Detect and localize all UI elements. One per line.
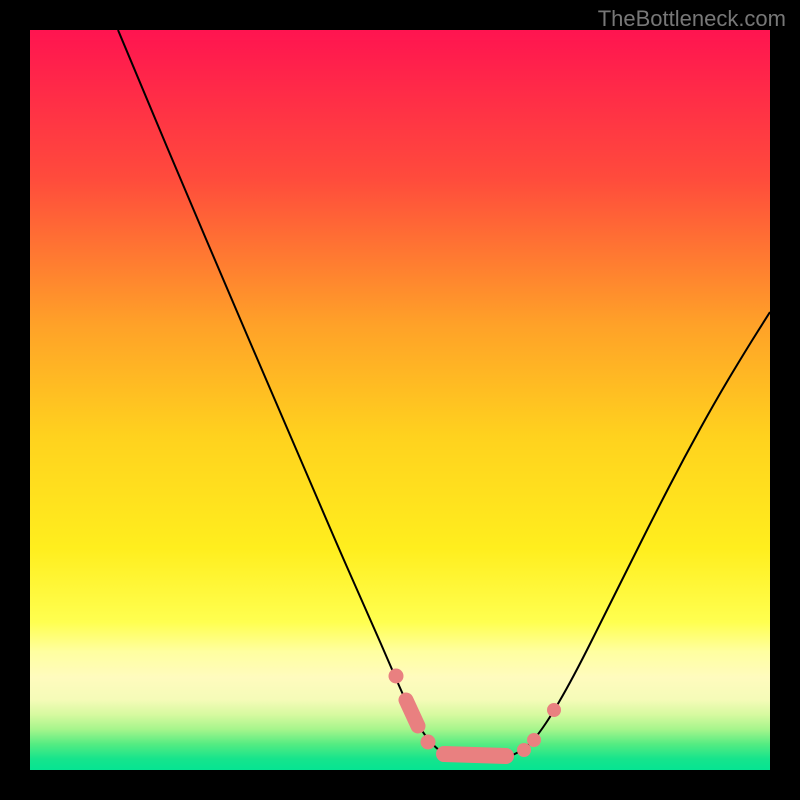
highlight-capsule: [444, 754, 506, 756]
highlight-dot: [527, 733, 541, 747]
highlight-dot: [547, 703, 561, 717]
gradient-background: [30, 30, 770, 770]
highlight-dot: [389, 669, 404, 684]
highlight-dot: [421, 735, 436, 750]
bottleneck-curve-plot: [0, 0, 800, 800]
watermark-text: TheBottleneck.com: [598, 6, 786, 32]
highlight-dot: [517, 743, 531, 757]
chart-frame: TheBottleneck.com: [0, 0, 800, 800]
